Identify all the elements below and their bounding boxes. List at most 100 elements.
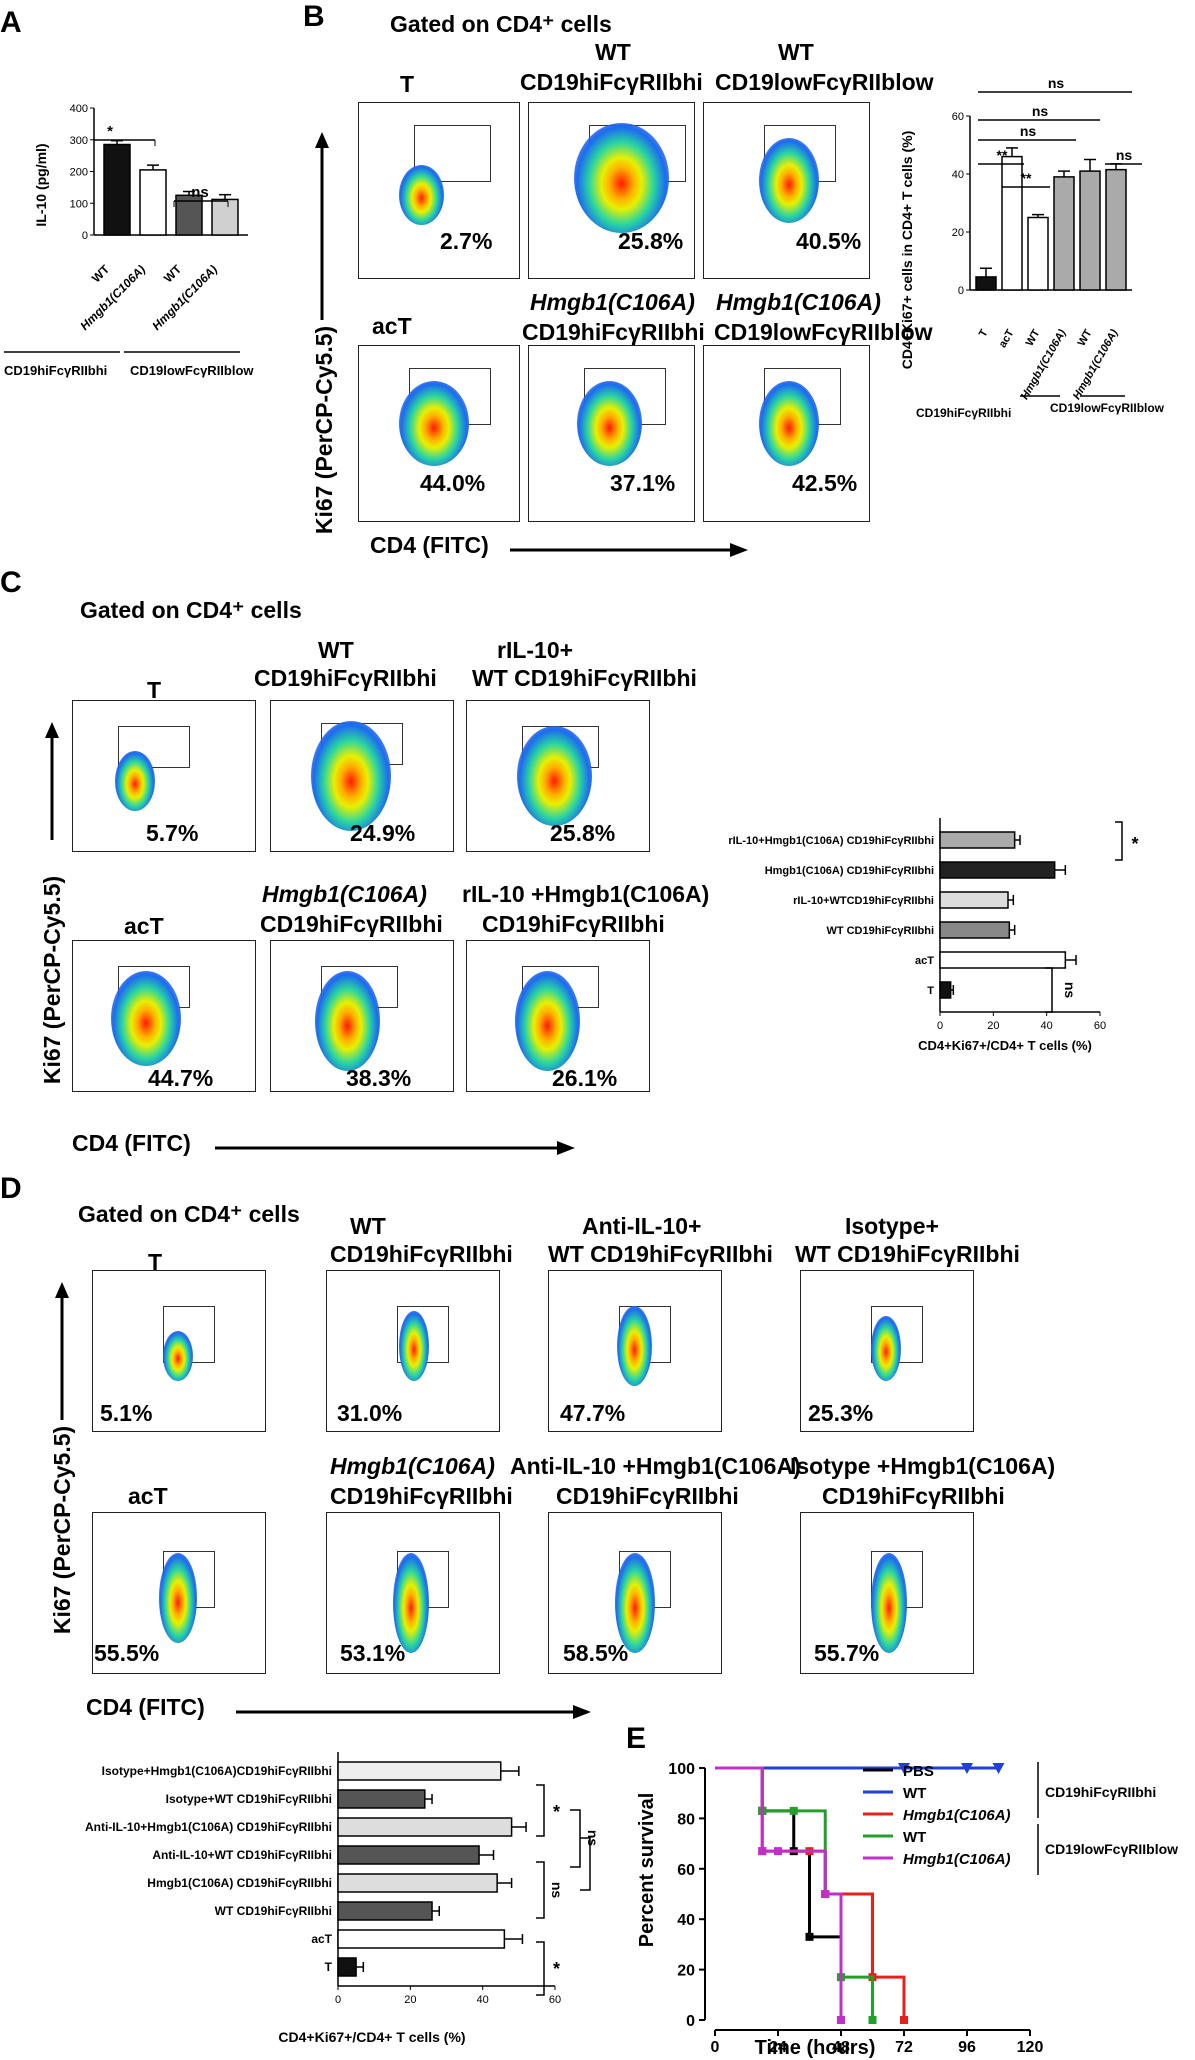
d-pct-4: 25.3% [808,1400,874,1426]
d-flow-3 [548,1270,722,1432]
b-ytick-label: 20 [952,227,964,239]
b-flow-4 [358,345,520,522]
c-bar [939,951,1067,969]
e-marker [900,2016,908,2024]
panel-label-a: A [0,6,22,39]
panel-b-chart: CD4+Ki67+ cells in CD4+ T cells (%) 0 20 4… [899,80,1165,420]
d-cat-label: Anti-IL-10+Hmgb1(C106A) CD19hiFcγRIIbhi [85,1820,332,1834]
a-bars [103,139,239,236]
d-flow-1 [92,1270,266,1432]
d-ann-4: * [553,1959,560,1979]
d-bar [337,1957,357,1977]
b-pct-6: 42.5% [792,470,858,496]
d-x-arrow [236,1705,591,1719]
c-xtick-label: 60 [1094,1020,1106,1032]
e-marker [868,2016,877,2024]
c-h-act: acT [124,913,164,939]
e-marker [992,1763,1005,1774]
b-pct-1: 2.7% [440,228,493,254]
c-xtick-label: 20 [987,1020,999,1032]
d-ann-2: ns [549,1882,565,1899]
c-ylabel: Ki67 (PerCP-Cy5.5) [39,876,65,1084]
c-bar [939,861,1056,879]
b-ytick-label: 40 [952,169,964,181]
b-flow-3 [703,102,870,279]
b-ylabel: Ki67 (PerCP-Cy5.5) [311,326,337,534]
e-ytick-label: 80 [677,1811,695,1828]
c-flow-5 [270,940,454,1092]
d-h-hmgb: Hmgb1(C106A) [330,1453,495,1479]
d-cat-label: Anti-IL-10+WT CD19hiFcγRIIbhi [152,1848,332,1862]
d-y-axis: Ki67 (PerCP-Cy5.5) [49,1282,75,1634]
b-pct-4: 44.0% [420,470,486,496]
c-h-rilh: rIL-10 +Hmgb1(C106A) [462,881,710,907]
b-ytick-label: 0 [958,285,964,297]
b-flow-6 [703,345,870,522]
d-bar [337,1929,506,1949]
c-h-t: T [147,677,162,703]
d-h-antih: Anti-IL-10 +Hmgb1(C106A) [510,1453,801,1479]
c-pct-2: 24.9% [350,820,416,846]
c-x-arrow [215,1141,575,1155]
e-group-1: CD19lowFcγRIIblow [1045,1841,1178,1857]
c-gated: Gated on CD4⁺ cells [80,597,302,623]
b-grp-1: CD19lowFcγRIIblow [1050,401,1165,415]
c-bar [939,891,1009,909]
d-h-isoh: Isotype +Hmgb1(C106A) [790,1453,1056,1479]
e-marker [805,1932,814,1941]
b-xt-2: WT [1024,327,1043,348]
e-xtick-label: 96 [958,2039,976,2056]
c-h-wthi: WT CD19hiFcγRIIbhi [472,665,697,691]
c-pct-4: 44.7% [148,1065,214,1091]
b-x-arrow [510,543,748,557]
c-pct-1: 5.7% [146,820,199,846]
b-y-axis: Ki67 (PerCP-Cy5.5) [311,132,337,534]
e-xtick-label: 72 [895,2039,913,2056]
e-xtick-label: 0 [711,2039,720,2056]
d-h-antihi: WT CD19hiFcγRIIbhi [548,1241,773,1267]
c-h-hi: CD19hiFcγRIIbhi [254,665,437,691]
b-h-wt2: WT [778,39,814,65]
d-bar [337,1845,480,1865]
a-ytick-label: 300 [70,135,88,147]
d-pct-2: 31.0% [337,1400,403,1426]
e-xlabel: Time (hours) [755,2037,876,2058]
b-h-hi: CD19hiFcγRIIbhi [520,69,703,95]
d-xtick-label: 60 [549,1994,561,2006]
c-flow-6 [466,940,650,1092]
b-ann-5: ns [1116,147,1133,163]
panel-label-e: E [626,1722,647,1755]
d-cat-label: Hmgb1(C106A) CD19hiFcγRIIbhi [147,1876,332,1890]
d-bar [337,1789,426,1809]
c-h-hi2: CD19hiFcγRIIbhi [260,911,443,937]
a-xtick-1: Hmgb1(C106A) [77,262,148,333]
d-h-isohhi: CD19hiFcγRIIbhi [822,1483,1005,1509]
b-xt-0: T [977,327,991,339]
c-xtick-label: 0 [937,1020,943,1032]
b-h-hmgb2: Hmgb1(C106A) [716,289,881,315]
e-legend-label: WT [903,1829,926,1846]
d-h-hmgbhi: CD19hiFcγRIIbhi [330,1483,513,1509]
b-gated: Gated on CD4⁺ cells [390,11,612,37]
c-ann-star: * [1131,834,1138,854]
c-pct-3: 25.8% [550,820,616,846]
b-flow-2 [528,102,695,279]
d-h-t: T [148,1249,163,1275]
e-legend: PBS WT Hmgb1(C106A) WT Hmgb1(C106A) [863,1763,1011,1868]
e-ytick-label: 60 [677,1862,695,1879]
e-marker [789,1806,798,1815]
a-group-1: CD19lowFcγRIIblow [130,363,254,378]
d-xlabel: CD4 (FITC) [86,1694,205,1720]
d-ann-0: * [553,1802,560,1822]
d-ann-1: ns [585,1830,600,1847]
b-ann-1: ns [1032,103,1049,119]
e-marker [898,1763,910,1774]
d-bar [337,1873,498,1893]
b-h-hmgb1: Hmgb1(C106A) [530,289,695,315]
d-h-isohi: WT CD19hiFcγRIIbhi [795,1241,1020,1267]
a-axes: 0 100 200 300 400 [70,103,248,242]
b-h-act: acT [372,313,412,339]
d-h-act: acT [128,1483,168,1509]
a-annot-star: * [107,123,113,140]
